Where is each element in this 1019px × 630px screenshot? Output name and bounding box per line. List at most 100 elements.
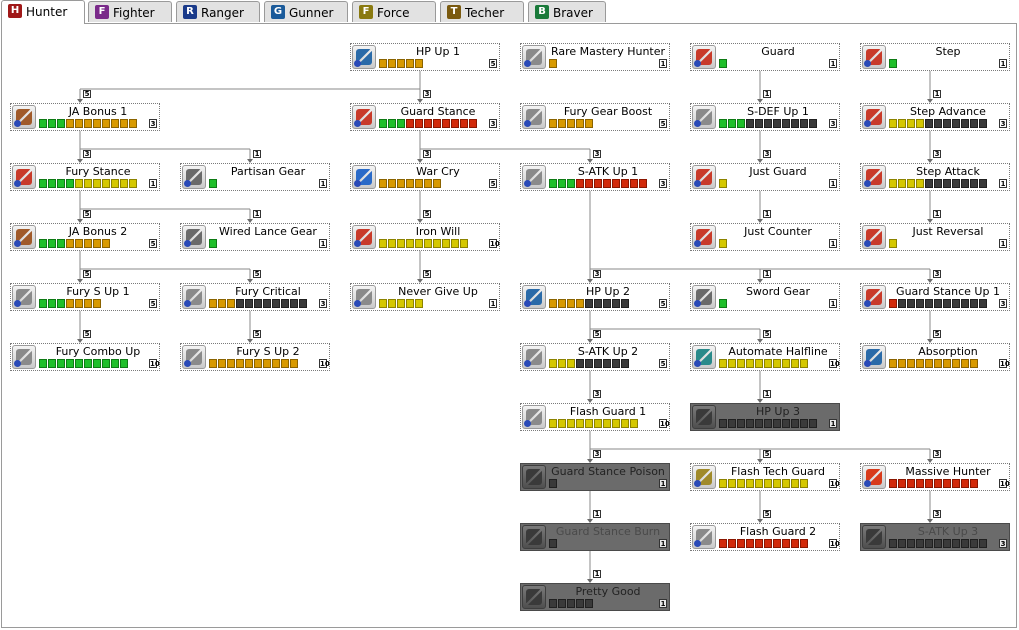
skill-node-fury-combo-up[interactable]: Fury Combo Up 10	[10, 343, 160, 371]
connector-arrow	[587, 399, 593, 403]
tab-hunter[interactable]: H Hunter	[1, 0, 85, 24]
skill-node-fury-stance[interactable]: Fury Stance 1	[10, 163, 160, 191]
requirement-level-badge: 5	[423, 270, 431, 278]
level-pip	[388, 179, 396, 188]
skill-node-wired-lance-gear[interactable]: Wired Lance Gear 1	[180, 223, 330, 251]
skill-name: HP Up 3	[756, 405, 800, 418]
skill-node-fury-s-up-2[interactable]: Fury S Up 2 10	[180, 343, 330, 371]
skill-name: Step	[935, 45, 961, 58]
skill-node-pretty-good[interactable]: Pretty Good 1	[520, 583, 670, 611]
level-pip	[406, 59, 414, 68]
skill-node-fury-gear-boost[interactable]: Fury Gear Boost 5	[520, 103, 670, 131]
level-pip	[898, 539, 906, 548]
guard-stance-icon	[862, 285, 886, 309]
skill-node-iron-will[interactable]: Iron Will 10	[350, 223, 500, 251]
level-pip	[281, 359, 289, 368]
skill-max-level: 1	[489, 299, 497, 308]
tab-force[interactable]: F Force	[352, 1, 436, 22]
sword-icon	[522, 105, 546, 129]
skill-node-just-guard[interactable]: Just Guard 1	[690, 163, 840, 191]
ring-icon	[12, 225, 36, 249]
icon-badge	[354, 60, 361, 67]
icon-badge	[864, 120, 871, 127]
skill-node-step-attack[interactable]: Step Attack 1	[860, 163, 1010, 191]
skill-node-never-give-up[interactable]: Never Give Up 1	[350, 283, 500, 311]
skill-max-level: 3	[829, 119, 837, 128]
level-pip	[800, 359, 808, 368]
requirement-level-badge: 5	[253, 270, 261, 278]
skill-node-guard-stance-poison[interactable]: Guard Stance Poison 1	[520, 463, 670, 491]
level-pip	[791, 419, 799, 428]
tab-techer[interactable]: T Techer	[440, 1, 524, 22]
skill-node-sword-gear[interactable]: Sword Gear 1	[690, 283, 840, 311]
sword-icon	[862, 525, 886, 549]
level-pip	[39, 179, 47, 188]
level-pip	[916, 299, 924, 308]
skill-node-ja-bonus-1[interactable]: JA Bonus 1 3	[10, 103, 160, 131]
skill-node-ja-bonus-2[interactable]: JA Bonus 2 5	[10, 223, 160, 251]
skill-node-rare-mastery-hunter[interactable]: Rare Mastery Hunter 1	[520, 43, 670, 71]
tab-braver[interactable]: B Braver	[528, 1, 606, 22]
skill-name: S-ATK Up 3	[917, 525, 979, 538]
requirement-level-badge: 5	[593, 330, 601, 338]
skill-node-fury-critical[interactable]: Fury Critical 3	[180, 283, 330, 311]
requirement-level-badge: 1	[933, 210, 941, 218]
skill-node-just-reversal[interactable]: Just Reversal 1	[860, 223, 1010, 251]
skill-node-flash-guard-2[interactable]: Flash Guard 2 10	[690, 523, 840, 551]
skill-node-just-counter[interactable]: Just Counter 1	[690, 223, 840, 251]
level-pip	[227, 359, 235, 368]
level-pip	[943, 179, 951, 188]
skill-name: War Cry	[416, 165, 460, 178]
level-pip	[57, 239, 65, 248]
skill-node-hp-up-2[interactable]: HP Up 2 5	[520, 283, 670, 311]
skill-node-partisan-gear[interactable]: Partisan Gear 1	[180, 163, 330, 191]
icon-badge	[524, 120, 531, 127]
skill-node-hp-up-1[interactable]: HP Up 1 5	[350, 43, 500, 71]
level-pip	[84, 179, 92, 188]
level-pip	[48, 119, 56, 128]
skill-node-hp-up-3[interactable]: HP Up 3 1	[690, 403, 840, 431]
level-pip	[272, 299, 280, 308]
skill-node-s-atk-up-2[interactable]: S-ATK Up 2 5	[520, 343, 670, 371]
level-pip	[567, 599, 575, 608]
skill-node-guard[interactable]: Guard 1	[690, 43, 840, 71]
level-pip	[961, 359, 969, 368]
connector-arrow	[247, 339, 253, 343]
skill-node-flash-guard-1[interactable]: Flash Guard 1 10	[520, 403, 670, 431]
skill-name: Just Guard	[749, 165, 807, 178]
skill-node-step-advance[interactable]: Step Advance 3	[860, 103, 1010, 131]
level-pip	[567, 419, 575, 428]
icon-badge	[184, 300, 191, 307]
skill-node-guard-stance-burn[interactable]: Guard Stance Burn 1	[520, 523, 670, 551]
skill-node-fury-s-up-1[interactable]: Fury S Up 1 5	[10, 283, 160, 311]
skill-node-automate-halfline[interactable]: Automate Halfline 10	[690, 343, 840, 371]
sword-icon	[522, 345, 546, 369]
level-pip	[379, 59, 387, 68]
level-pip	[782, 479, 790, 488]
level-pip	[925, 179, 933, 188]
level-pip	[111, 359, 119, 368]
skill-node-s-atk-up-3[interactable]: S-ATK Up 3 3	[860, 523, 1010, 551]
ranger-class-icon: R	[183, 5, 197, 19]
skill-max-level: 10	[999, 359, 1010, 368]
skill-node-massive-hunter[interactable]: Massive Hunter 10	[860, 463, 1010, 491]
skill-node-step[interactable]: Step 1	[860, 43, 1010, 71]
tab-ranger[interactable]: R Ranger	[176, 1, 260, 22]
level-pip	[907, 539, 915, 548]
skill-node-s-def-up-1[interactable]: S-DEF Up 1 3	[690, 103, 840, 131]
skill-node-war-cry[interactable]: War Cry 5	[350, 163, 500, 191]
tab-fighter[interactable]: F Fighter	[88, 1, 172, 22]
skill-node-flash-tech-guard[interactable]: Flash Tech Guard 10	[690, 463, 840, 491]
skill-node-s-atk-up-1[interactable]: S-ATK Up 1 3	[520, 163, 670, 191]
level-pip	[424, 239, 432, 248]
skill-node-absorption[interactable]: Absorption 10	[860, 343, 1010, 371]
level-pip	[961, 539, 969, 548]
level-pip	[889, 239, 897, 248]
level-pip	[558, 599, 566, 608]
skill-node-guard-stance[interactable]: Guard Stance 3	[350, 103, 500, 131]
icon-badge	[14, 300, 21, 307]
partisan-icon	[182, 165, 206, 189]
level-pip	[48, 359, 56, 368]
tab-gunner[interactable]: G Gunner	[264, 1, 348, 22]
